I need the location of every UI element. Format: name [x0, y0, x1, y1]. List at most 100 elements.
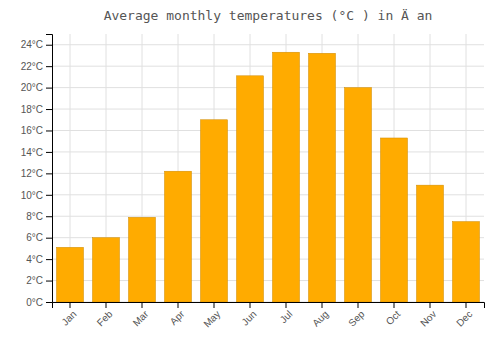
x-tick-mark: [214, 302, 215, 308]
x-tick-label: Jun: [239, 308, 258, 327]
x-tick-mark: [178, 302, 179, 308]
x-tick: Mar: [131, 302, 151, 328]
y-grid-line: [52, 109, 484, 110]
x-axis: Jan Feb Mar Apr May Jun Jul Aug Sep Oct Nov Dec: [53, 302, 485, 330]
y-tick-label: 20°C: [21, 82, 43, 93]
grid: [52, 34, 484, 302]
x-tick-mark: [250, 302, 251, 308]
y-axis-line: [46, 35, 53, 303]
y-tick-mark: [46, 302, 52, 303]
x-tick-mark: [466, 302, 467, 308]
y-grid-line: [52, 151, 484, 152]
x-tick: Dec: [454, 302, 474, 329]
y-tick-mark: [46, 216, 52, 217]
x-tick-mark: [358, 302, 359, 308]
y-grid-line: [52, 130, 484, 131]
bars: [57, 52, 480, 302]
y-tick: 16°C: [21, 125, 52, 136]
y-tick-mark: [46, 152, 52, 153]
x-tick: Jan: [59, 302, 78, 328]
y-tick-label: 18°C: [21, 104, 43, 115]
bar: [417, 185, 444, 302]
y-tick-mark: [46, 173, 52, 174]
x-tick-mark: [322, 302, 323, 308]
y-axis: 0°C 2°C 4°C 6°C 8°C 10°C 12°C 14°C 16°C 18°C 20°C 2…: [21, 35, 53, 308]
y-tick-label: 8°C: [26, 211, 43, 222]
x-tick-mark: [70, 302, 71, 308]
y-tick-label: 4°C: [26, 254, 43, 265]
y-tick-label: 14°C: [21, 147, 43, 158]
x-tick-mark: [142, 302, 143, 308]
bar: [201, 120, 228, 302]
y-tick-label: 6°C: [26, 232, 43, 243]
y-tick: 20°C: [21, 82, 52, 93]
bar: [237, 76, 264, 302]
x-tick: Oct: [384, 302, 403, 327]
x-tick-label: Nov: [418, 308, 438, 328]
x-tick-label: Oct: [384, 308, 403, 327]
y-tick: 24°C: [21, 39, 52, 50]
x-tick: Aug: [310, 302, 330, 329]
y-tick: 8°C: [26, 211, 52, 222]
x-axis-line: [53, 303, 485, 309]
y-tick-label: 0°C: [26, 297, 43, 308]
y-grid-line: [52, 87, 484, 88]
x-tick-label: Mar: [131, 308, 151, 328]
y-tick: 18°C: [21, 104, 52, 115]
y-tick-label: 12°C: [21, 168, 43, 179]
plot: 0°C 2°C 4°C 6°C 8°C 10°C 12°C 14°C 16°C 18°C 20°C 2…: [21, 34, 485, 330]
y-tick-mark: [46, 109, 52, 110]
bar: [57, 247, 84, 302]
y-tick: 2°C: [26, 275, 52, 286]
y-tick-mark: [46, 259, 52, 260]
x-tick: May: [201, 302, 222, 330]
x-tick-mark: [430, 302, 431, 308]
x-tick-label: Jan: [59, 308, 78, 327]
y-tick-mark: [46, 195, 52, 196]
y-tick: 0°C: [26, 297, 52, 308]
y-grid-line: [52, 173, 484, 174]
title: Average monthly temperatures (°C ) in Ä …: [104, 8, 433, 23]
y-tick: 4°C: [26, 254, 52, 265]
y-tick: 14°C: [21, 147, 52, 158]
x-tick: Jul: [278, 302, 295, 325]
x-tick-mark: [394, 302, 395, 308]
y-tick-label: 10°C: [21, 190, 43, 201]
y-tick-mark: [46, 45, 52, 46]
y-grid-line: [52, 66, 484, 67]
y-tick-mark: [46, 66, 52, 67]
x-tick-label: Apr: [168, 308, 187, 327]
y-grid-line: [52, 44, 484, 45]
y-tick-mark: [46, 238, 52, 239]
y-tick-mark: [46, 130, 52, 131]
y-tick: 10°C: [21, 190, 52, 201]
x-tick: Feb: [95, 302, 115, 328]
y-tick-mark: [46, 281, 52, 282]
bar: [453, 222, 480, 302]
x-tick-mark: [286, 302, 287, 308]
x-tick-label: Feb: [95, 308, 115, 328]
x-tick-label: May: [201, 308, 222, 329]
y-tick-label: 24°C: [21, 39, 43, 50]
bar: [129, 217, 156, 302]
bar: [381, 138, 408, 302]
y-tick: 12°C: [21, 168, 52, 179]
y-tick-mark: [46, 88, 52, 89]
y-tick-label: 16°C: [21, 125, 43, 136]
x-tick: Sep: [346, 302, 367, 329]
x-tick: Apr: [168, 302, 187, 327]
x-tick: Jun: [239, 302, 258, 328]
x-tick-label: Jul: [278, 308, 295, 325]
bar: [309, 53, 336, 302]
bar: [165, 171, 192, 302]
y-tick-label: 2°C: [26, 275, 43, 286]
chart: 0°C 2°C 4°C 6°C 8°C 10°C 12°C 14°C 16°C 18°C 20°C 2…: [0, 0, 500, 350]
y-tick: 22°C: [21, 61, 52, 72]
bar: [345, 88, 372, 302]
x-tick-mark: [106, 302, 107, 308]
y-tick-label: 22°C: [21, 61, 43, 72]
x-tick: Nov: [418, 302, 438, 329]
bar: [273, 52, 300, 302]
y-tick: 6°C: [26, 232, 52, 243]
bar: [93, 238, 120, 302]
